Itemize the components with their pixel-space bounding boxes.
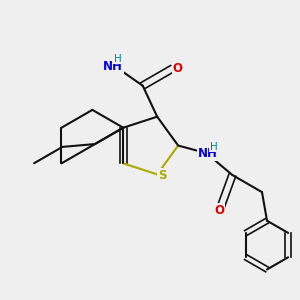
Text: S: S: [158, 169, 167, 182]
Text: O: O: [173, 62, 183, 75]
Text: NH: NH: [103, 60, 123, 73]
Text: NH: NH: [198, 147, 218, 160]
Text: H: H: [114, 54, 122, 64]
Text: H: H: [210, 142, 218, 152]
Text: O: O: [214, 204, 224, 217]
